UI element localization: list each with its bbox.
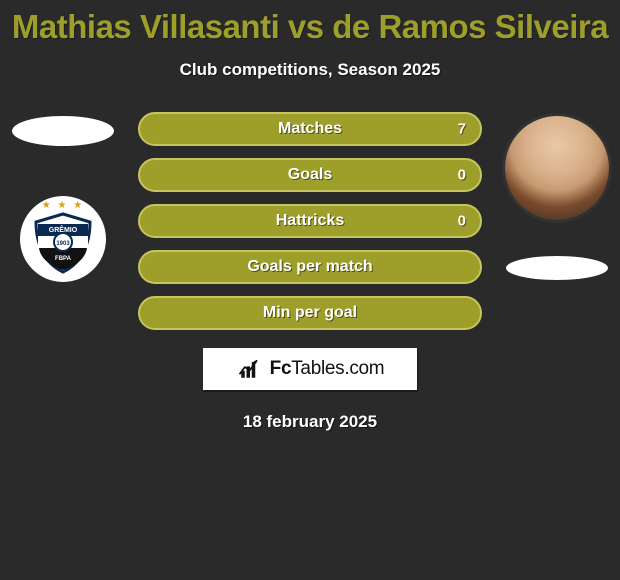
- club-logo-inner: ★ ★ ★ GRÊMIO 1903 FBPA: [20, 196, 106, 282]
- stat-value-right: 0: [458, 213, 466, 230]
- club-stars: ★ ★ ★: [20, 200, 106, 211]
- player-photo-placeholder-left: [12, 116, 114, 146]
- club-sub-text: FBPA: [55, 256, 72, 262]
- stat-pill-goals: Goals 0: [138, 158, 482, 192]
- stat-value-right: 0: [458, 167, 466, 184]
- stat-pill-hattricks: Hattricks 0: [138, 204, 482, 238]
- stat-pill-min-per-goal: Min per goal: [138, 296, 482, 330]
- stat-pill-goals-per-match: Goals per match: [138, 250, 482, 284]
- stat-pill-matches: Matches 7: [138, 112, 482, 146]
- brand-bold: Fc: [270, 358, 292, 379]
- brand-rest: Tables.com: [291, 358, 384, 379]
- right-player-column: [502, 116, 612, 280]
- chart-icon: [236, 355, 264, 383]
- player-photo-right: [505, 116, 609, 220]
- club-name-text: GRÊMIO: [49, 225, 78, 234]
- club-year-text: 1903: [56, 241, 70, 247]
- stat-label: Hattricks: [276, 212, 344, 230]
- club-shield-icon: GRÊMIO 1903 FBPA: [32, 212, 94, 274]
- stat-value-right: 7: [458, 121, 466, 138]
- brand-box: FcTables.com: [203, 348, 417, 390]
- stat-label: Goals per match: [247, 258, 372, 276]
- club-logo-placeholder-right: [506, 256, 608, 280]
- comparison-title: Mathias Villasanti vs de Ramos Silveira: [0, 0, 620, 46]
- left-player-column: ★ ★ ★ GRÊMIO 1903 FBPA: [8, 116, 118, 282]
- comparison-subtitle: Club competitions, Season 2025: [0, 60, 620, 80]
- date-text: 18 february 2025: [0, 412, 620, 432]
- stat-label: Min per goal: [263, 304, 357, 322]
- stat-label: Matches: [278, 120, 342, 138]
- stat-label: Goals: [288, 166, 332, 184]
- stat-pills: Matches 7 Goals 0 Hattricks 0 Goals per …: [138, 112, 482, 330]
- brand-text: FcTables.com: [270, 358, 385, 380]
- content-area: ★ ★ ★ GRÊMIO 1903 FBPA Matches 7: [0, 112, 620, 432]
- club-logo-gremio: ★ ★ ★ GRÊMIO 1903 FBPA: [20, 196, 106, 282]
